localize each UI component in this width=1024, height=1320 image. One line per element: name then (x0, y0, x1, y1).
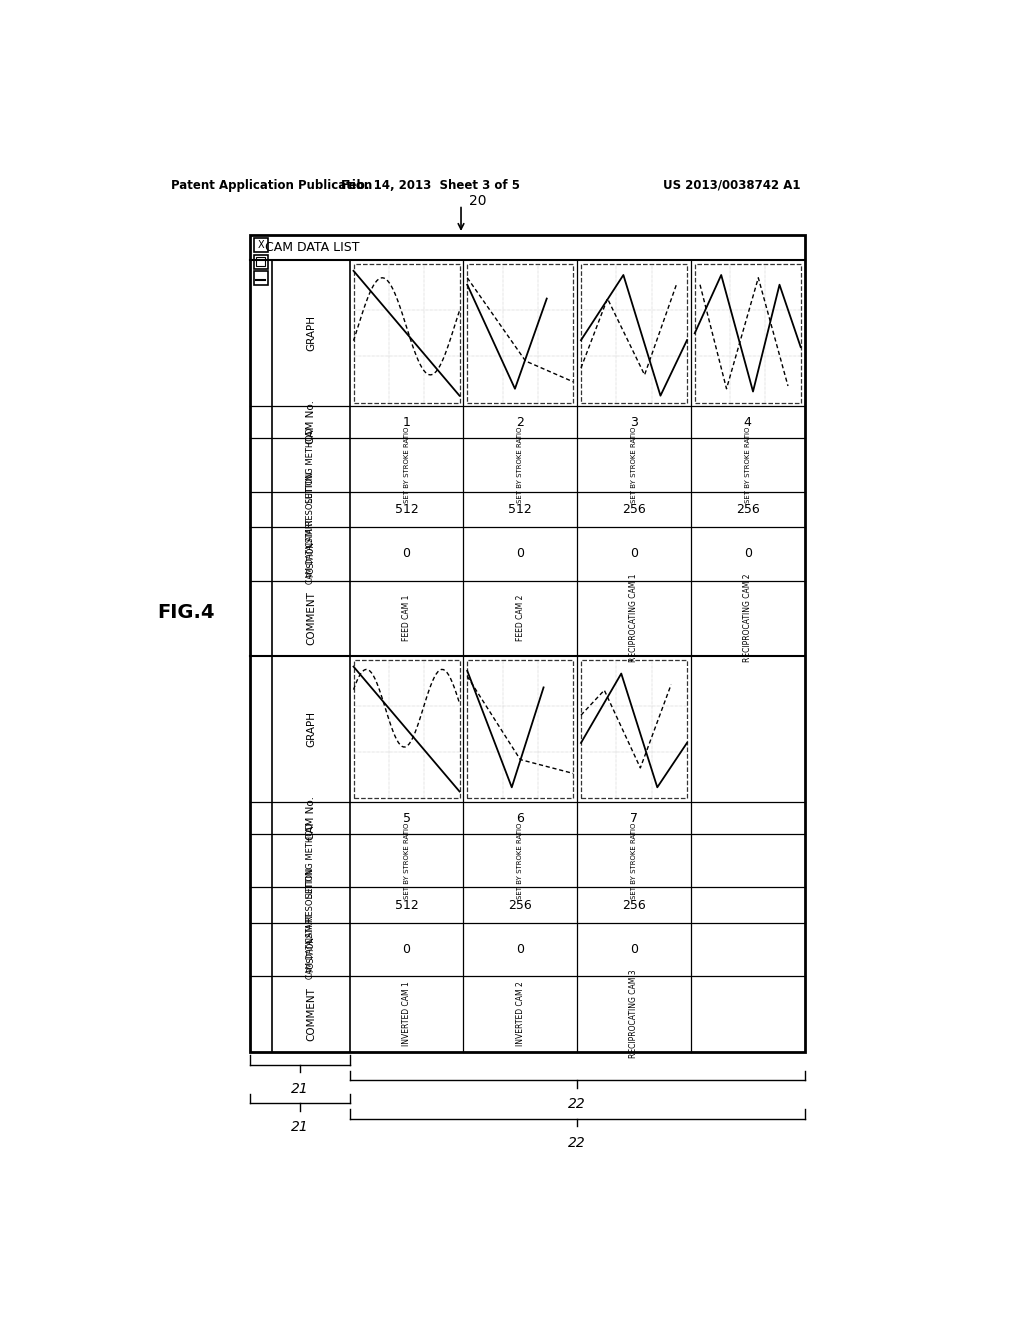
Bar (467, 264, 573, 403)
Text: 20: 20 (469, 194, 486, 207)
Text: CAM-DATA START: CAM-DATA START (306, 913, 315, 979)
Bar (256, 257, 265, 267)
Bar (251, 235, 805, 1052)
Text: SETTING METHOD: SETTING METHOD (306, 822, 315, 899)
Text: 0: 0 (402, 548, 411, 561)
Text: 4: 4 (743, 416, 752, 429)
Text: 256: 256 (623, 899, 646, 912)
Text: 1: 1 (402, 416, 411, 429)
Text: 22: 22 (568, 1097, 586, 1111)
Text: FEED CAM 1: FEED CAM 1 (402, 595, 411, 642)
Text: 256: 256 (508, 899, 532, 912)
Text: CAM DATA LIST: CAM DATA LIST (265, 242, 359, 255)
Text: 7: 7 (630, 812, 638, 825)
Text: 21: 21 (291, 1121, 309, 1134)
Text: SET BY STROKE RATIO: SET BY STROKE RATIO (403, 426, 410, 503)
Text: FIG.4: FIG.4 (158, 603, 215, 622)
Text: X: X (257, 240, 264, 251)
Text: 512: 512 (394, 503, 419, 516)
Bar (467, 660, 573, 799)
Text: POSITION: POSITION (306, 540, 315, 577)
Text: SET BY STROKE RATIO: SET BY STROKE RATIO (631, 822, 637, 899)
Text: SET BY STROKE RATIO: SET BY STROKE RATIO (517, 822, 523, 899)
Text: CAM No.: CAM No. (306, 400, 315, 445)
Text: SETTING METHOD: SETTING METHOD (306, 428, 315, 503)
Text: 3: 3 (630, 416, 638, 429)
Bar (353, 264, 460, 403)
Text: RECIPROCATING CAM 3: RECIPROCATING CAM 3 (630, 970, 639, 1059)
Text: SET BY STROKE RATIO: SET BY STROKE RATIO (631, 426, 637, 503)
Text: RECIPROCATING CAM 2: RECIPROCATING CAM 2 (743, 574, 753, 663)
Bar (254, 239, 267, 252)
Text: 0: 0 (630, 944, 638, 956)
Bar (581, 264, 687, 403)
Text: INVERTED CAM 1: INVERTED CAM 1 (402, 982, 411, 1047)
Text: POSITION: POSITION (306, 936, 315, 973)
Text: INVERTED CAM 2: INVERTED CAM 2 (516, 982, 524, 1047)
Text: Patent Application Publication: Patent Application Publication (171, 178, 372, 191)
Text: GRAPH: GRAPH (306, 315, 315, 351)
Bar (694, 264, 801, 403)
Text: 2: 2 (516, 416, 524, 429)
Text: COMMENT: COMMENT (306, 591, 315, 645)
Text: 0: 0 (402, 944, 411, 956)
Text: CAM-DATA START: CAM-DATA START (306, 519, 315, 583)
Text: FEED CAM 2: FEED CAM 2 (516, 595, 524, 642)
Text: 0: 0 (743, 548, 752, 561)
Text: 0: 0 (630, 548, 638, 561)
Text: 22: 22 (568, 1135, 586, 1150)
Text: 5: 5 (402, 812, 411, 825)
Text: GRAPH: GRAPH (306, 711, 315, 747)
Text: SET BY STROKE RATIO: SET BY STROKE RATIO (403, 822, 410, 899)
Text: 512: 512 (508, 503, 532, 516)
Text: SET BY STROKE RATIO: SET BY STROKE RATIO (744, 426, 751, 503)
Text: 6: 6 (516, 812, 524, 825)
Text: 0: 0 (516, 548, 524, 561)
Text: 0: 0 (516, 944, 524, 956)
Text: SET BY STROKE RATIO: SET BY STROKE RATIO (517, 426, 523, 503)
Text: Feb. 14, 2013  Sheet 3 of 5: Feb. 14, 2013 Sheet 3 of 5 (341, 178, 520, 191)
Text: 256: 256 (623, 503, 646, 516)
Text: CAM RESOLUTION: CAM RESOLUTION (306, 867, 315, 942)
Text: US 2013/0038742 A1: US 2013/0038742 A1 (663, 178, 800, 191)
Bar (581, 660, 687, 799)
Text: RECIPROCATING CAM 1: RECIPROCATING CAM 1 (630, 574, 639, 663)
Text: 256: 256 (736, 503, 760, 516)
Bar (353, 660, 460, 799)
Text: 512: 512 (394, 899, 419, 912)
Text: CAM RESOLUTION: CAM RESOLUTION (306, 471, 315, 546)
Text: 21: 21 (291, 1081, 309, 1096)
Bar (254, 271, 267, 285)
Text: COMMENT: COMMENT (306, 987, 315, 1041)
Bar (254, 255, 267, 268)
Text: CAM No.: CAM No. (306, 796, 315, 840)
